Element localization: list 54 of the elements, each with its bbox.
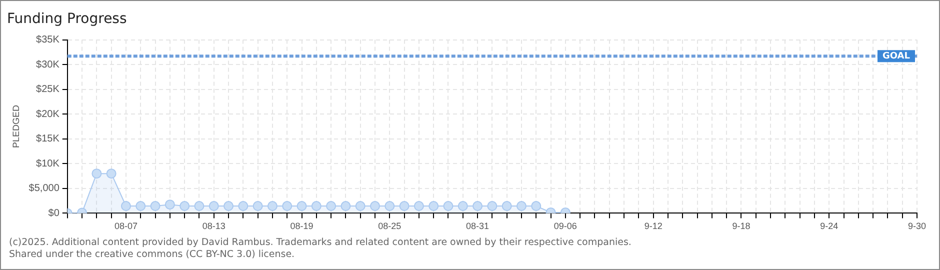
point — [472, 201, 483, 212]
point — [502, 201, 512, 212]
y-tick-label: $15K — [36, 134, 60, 145]
x-tick-label: 09-06 — [554, 221, 577, 232]
point — [224, 201, 234, 212]
point — [355, 201, 366, 212]
point — [384, 201, 395, 212]
x-tick-label: 9-12 — [644, 221, 662, 232]
text: Shared under the creative commons (CC BY-NC 3.0) license. — [9, 249, 296, 261]
point — [531, 201, 542, 212]
y-tick-label: $0 — [48, 208, 60, 219]
y-axis-title: PLEDGED — [10, 104, 21, 148]
point — [120, 201, 131, 212]
y-tick-label: $5,000 — [28, 183, 60, 194]
point — [106, 168, 116, 179]
y-tick-label: $10K — [36, 158, 60, 170]
point — [194, 201, 204, 212]
point — [399, 201, 410, 212]
x-tick-label: 08-31 — [466, 221, 490, 232]
point — [326, 201, 336, 212]
point — [267, 201, 278, 212]
point — [150, 201, 160, 212]
point — [428, 201, 439, 212]
point — [180, 201, 190, 212]
point — [238, 201, 248, 212]
x-tick-label: 08-19 — [290, 221, 314, 232]
x-tick-label: 08-13 — [202, 221, 226, 232]
x-tick-label: 08-07 — [114, 221, 138, 232]
x-tick-label: 9-30 — [908, 221, 926, 232]
point — [296, 201, 307, 212]
y-tick-label: $30K — [36, 59, 60, 70]
point — [458, 201, 468, 212]
point — [414, 201, 424, 212]
x-tick-label: 9-18 — [732, 221, 750, 232]
point — [443, 201, 454, 212]
text: (c)2025. Additional content provided by David Rambus. Trademarks and related content are owned by their respective companies. — [9, 237, 632, 249]
point — [311, 201, 322, 212]
point — [516, 201, 526, 212]
x-tick-label: 08-25 — [378, 221, 402, 232]
y-tick-label: $25K — [36, 84, 60, 96]
point — [136, 201, 146, 212]
point — [487, 201, 498, 212]
point — [164, 200, 175, 210]
point — [340, 201, 351, 212]
y-tick-label: $35K — [36, 34, 60, 46]
y-tick-label: $20K — [36, 108, 60, 120]
point — [282, 201, 292, 212]
ref-line-label: GOAL — [882, 51, 910, 62]
chart-title: Funding Progress — [7, 11, 127, 28]
point — [370, 201, 380, 212]
x-tick-label: 9-24 — [820, 221, 838, 232]
point — [92, 168, 102, 179]
point — [208, 201, 219, 212]
point — [252, 201, 263, 212]
